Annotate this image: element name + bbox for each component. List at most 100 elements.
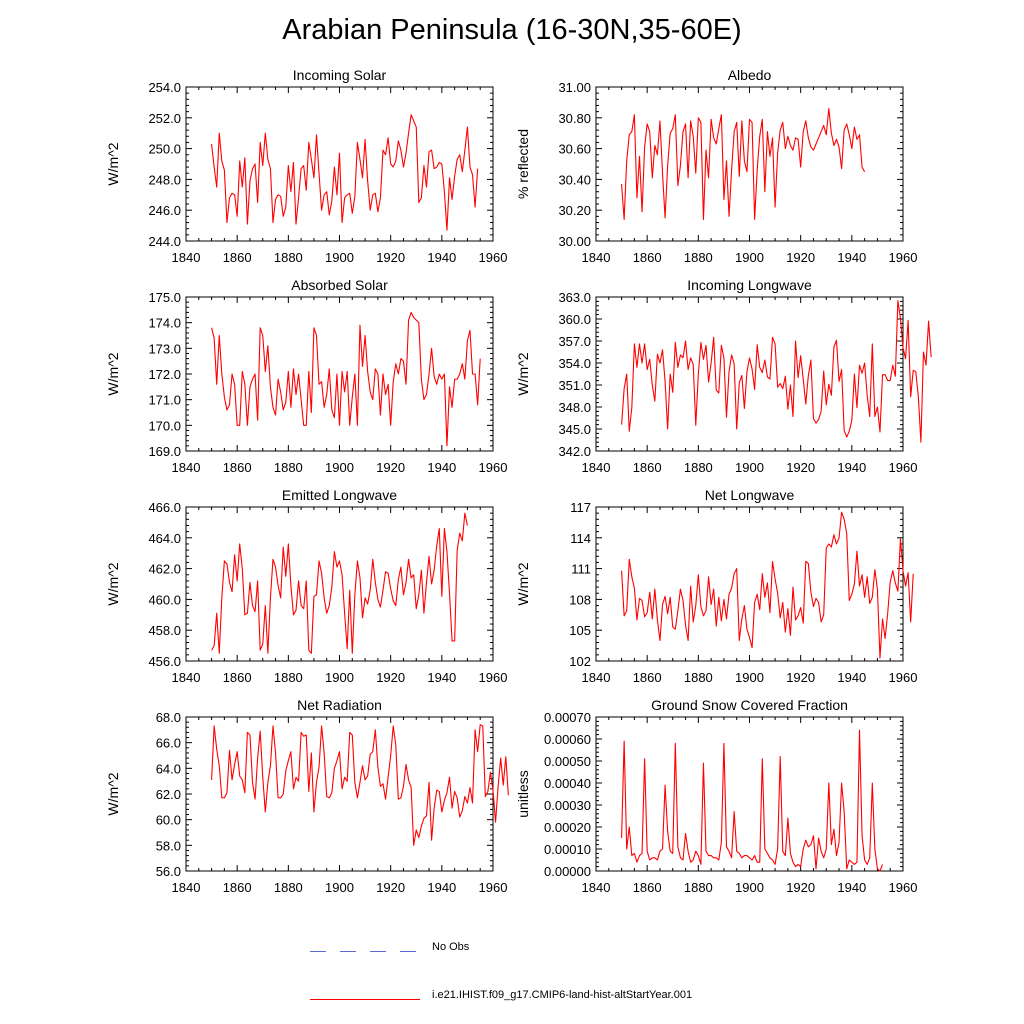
series-line-absorbed-solar <box>211 311 481 447</box>
x-tick-label: 1880 <box>274 880 303 895</box>
y-tick-label: 0.00020 <box>544 820 591 835</box>
x-tick-label: 1840 <box>582 460 611 475</box>
legend-line-model-run <box>310 999 420 1000</box>
series-line-net-longwave <box>621 511 914 659</box>
y-tick-label: 0.00060 <box>544 732 591 747</box>
y-tick-label: 0.00000 <box>544 864 591 879</box>
y-tick-label: 175.0 <box>148 290 181 305</box>
x-tick-label: 1840 <box>172 670 201 685</box>
x-tick-label: 1960 <box>889 880 918 895</box>
chart-incoming-solar: Incoming Solar W/m^2 1840 1860 1880 1900 1920 1… <box>105 67 507 265</box>
y-tick-label: 68.0 <box>156 710 181 725</box>
x-tick-label: 1960 <box>889 670 918 685</box>
x-tick-label: 1940 <box>837 670 866 685</box>
y-tick-label: 172.0 <box>148 367 181 382</box>
x-tick-label: 1960 <box>889 250 918 265</box>
chart-title-net-longwave: Net Longwave <box>705 487 795 503</box>
series-line-emitted-longwave <box>211 512 468 654</box>
y-tick-label: 345.0 <box>558 422 591 437</box>
x-tick-label: 1900 <box>735 250 764 265</box>
y-tick-label: 173.0 <box>148 341 181 356</box>
chart-title-emitted-longwave: Emitted Longwave <box>282 487 397 503</box>
y-tick-label: 0.00050 <box>544 754 591 769</box>
y-tick-label: 462.0 <box>148 562 181 577</box>
y-tick-label: 357.0 <box>558 334 591 349</box>
x-tick-label: 1920 <box>376 460 405 475</box>
y-tick-label: 56.0 <box>156 864 181 879</box>
y-tick-label: 174.0 <box>148 316 181 331</box>
y-tick-label: 354.0 <box>558 356 591 371</box>
x-tick-label: 1940 <box>837 460 866 475</box>
main-title: Arabian Peninsula (16-30N,35-60E) <box>282 14 742 46</box>
x-tick-label: 1860 <box>223 460 252 475</box>
y-axis-label-net-longwave: W/m^2 <box>515 562 531 605</box>
chart-emitted-longwave: Emitted Longwave W/m^2 1840 1860 1880 1900 192… <box>105 487 507 685</box>
x-tick-label: 1860 <box>223 880 252 895</box>
x-tick-label: 1940 <box>427 250 456 265</box>
x-tick-label: 1840 <box>172 250 201 265</box>
y-tick-label: 0.00070 <box>544 710 591 725</box>
y-tick-label: 0.00040 <box>544 776 591 791</box>
plot-frame <box>595 86 904 242</box>
chart-title-incoming-solar: Incoming Solar <box>293 67 387 83</box>
chart-title-ground-snow-covered-fraction: Ground Snow Covered Fraction <box>651 697 848 713</box>
y-axis-label-incoming-solar: W/m^2 <box>105 142 121 185</box>
x-tick-label: 1880 <box>684 250 713 265</box>
series-line-incoming-longwave <box>621 300 932 443</box>
y-tick-label: 252.0 <box>148 111 181 126</box>
y-tick-label: 58.0 <box>156 838 181 853</box>
y-tick-label: 0.00030 <box>544 798 591 813</box>
y-tick-label: 169.0 <box>148 444 181 459</box>
x-tick-label: 1920 <box>376 880 405 895</box>
x-tick-label: 1880 <box>684 670 713 685</box>
x-tick-label: 1880 <box>684 460 713 475</box>
chart-net-radiation: Net Radiation W/m^2 1840 1860 1880 1900 1920 19… <box>105 697 509 895</box>
x-tick-label: 1900 <box>735 880 764 895</box>
y-tick-label: 64.0 <box>156 761 181 776</box>
y-tick-label: 348.0 <box>558 400 591 415</box>
y-tick-label: 30.80 <box>558 111 591 126</box>
x-tick-label: 1900 <box>735 670 764 685</box>
x-tick-label: 1920 <box>376 670 405 685</box>
x-tick-label: 1880 <box>274 460 303 475</box>
y-tick-label: 30.20 <box>558 203 591 218</box>
chart-net-longwave: Net Longwave W/m^2 1840 1860 1880 1900 1920 194… <box>515 487 917 685</box>
y-tick-label: 456.0 <box>148 654 181 669</box>
y-axis-label-albedo: % reflected <box>515 129 531 199</box>
y-tick-label: 360.0 <box>558 312 591 327</box>
x-tick-label: 1860 <box>633 880 662 895</box>
x-tick-label: 1900 <box>735 460 764 475</box>
x-tick-label: 1940 <box>427 880 456 895</box>
series-line-net-radiation <box>211 724 509 846</box>
x-tick-label: 1860 <box>633 670 662 685</box>
x-tick-label: 1840 <box>582 250 611 265</box>
series-line-incoming-solar <box>211 114 479 231</box>
y-axis-label-ground-snow-covered-fraction: unitless <box>515 770 531 817</box>
legend-label-model-run: i.e21.IHIST.f09_g17.CMIP6-land-hist-altS… <box>432 989 693 1001</box>
y-tick-label: 254.0 <box>148 80 181 95</box>
chart-title-incoming-longwave: Incoming Longwave <box>687 277 812 293</box>
x-tick-label: 1860 <box>223 670 252 685</box>
x-tick-label: 1920 <box>786 670 815 685</box>
y-tick-label: 66.0 <box>156 736 181 751</box>
y-axis-label-emitted-longwave: W/m^2 <box>105 562 121 605</box>
y-tick-label: 30.60 <box>558 142 591 157</box>
x-tick-label: 1840 <box>172 460 201 475</box>
x-tick-label: 1840 <box>582 670 611 685</box>
x-tick-label: 1960 <box>889 460 918 475</box>
y-tick-label: 458.0 <box>148 623 181 638</box>
chart-title-absorbed-solar: Absorbed Solar <box>291 277 388 293</box>
y-tick-label: 31.00 <box>558 80 591 95</box>
y-tick-label: 250.0 <box>148 142 181 157</box>
y-tick-label: 171.0 <box>148 393 181 408</box>
y-tick-label: 62.0 <box>156 787 181 802</box>
x-tick-label: 1920 <box>786 880 815 895</box>
chart-absorbed-solar: Absorbed Solar W/m^2 1840 1860 1880 1900 1920 1… <box>105 277 507 475</box>
x-tick-label: 1920 <box>786 460 815 475</box>
chart-title-albedo: Albedo <box>728 67 772 83</box>
chart-title-net-radiation: Net Radiation <box>297 697 382 713</box>
y-tick-label: 108 <box>569 592 591 607</box>
x-tick-label: 1880 <box>274 250 303 265</box>
y-tick-label: 111 <box>571 562 591 577</box>
